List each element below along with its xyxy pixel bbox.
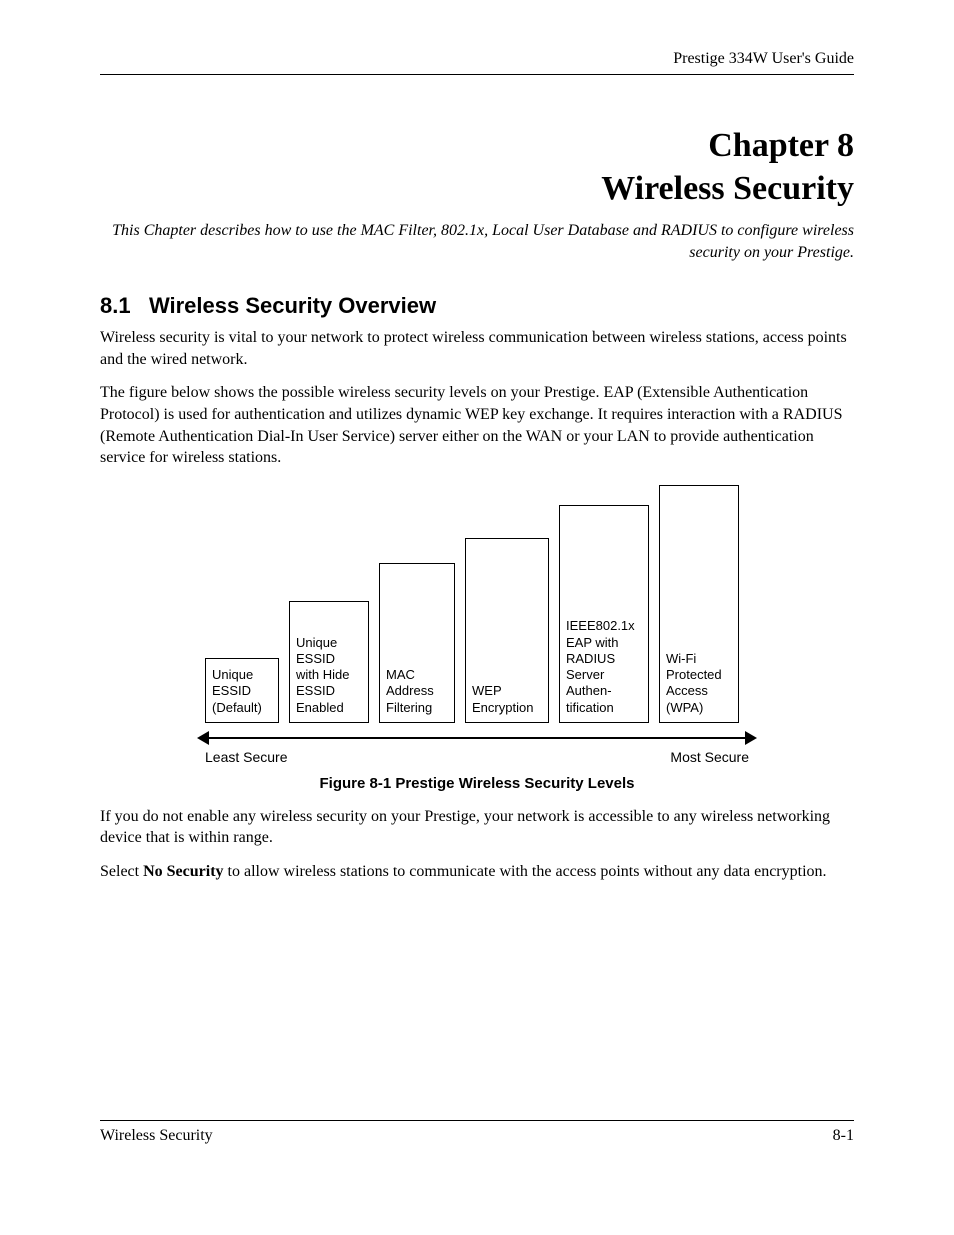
paragraph-3: If you do not enable any wireless securi… — [100, 806, 854, 849]
section-title: Wireless Security Overview — [149, 293, 436, 318]
page-footer: Wireless Security 8-1 — [100, 1120, 854, 1145]
bar-label-line: WEP — [472, 683, 542, 699]
security-bar-0: UniqueESSID(Default) — [205, 658, 279, 723]
figure-caption: Figure 8-1 Prestige Wireless Security Le… — [197, 775, 757, 792]
bar-label-line: MAC — [386, 667, 448, 683]
security-axis-arrow — [197, 731, 757, 745]
section-number: 8.1 — [100, 293, 131, 318]
bar-label-line: Server — [566, 667, 642, 683]
paragraph-1: Wireless security is vital to your netwo… — [100, 327, 854, 370]
bar-label-line: ESSID — [212, 683, 272, 699]
arrow-right-icon — [745, 731, 757, 745]
section-heading: 8.1 Wireless Security Overview — [100, 293, 854, 319]
bar-label-line: Unique — [296, 635, 362, 651]
footer-right: 8-1 — [833, 1127, 854, 1145]
bar-label-line: RADIUS — [566, 651, 642, 667]
bar-label-line: (WPA) — [666, 700, 732, 716]
bar-label-line: with Hide — [296, 667, 362, 683]
bar-label-line: Encryption — [472, 700, 542, 716]
axis-most-secure: Most Secure — [670, 749, 749, 765]
bar-label-line: Access — [666, 683, 732, 699]
security-bar-2: MACAddressFiltering — [379, 563, 455, 723]
bar-label-line: Filtering — [386, 700, 448, 716]
security-bar-3: WEPEncryption — [465, 538, 549, 723]
paragraph-2: The figure below shows the possible wire… — [100, 382, 854, 468]
bar-label-line: Wi-Fi — [666, 651, 732, 667]
bar-label-line: Enabled — [296, 700, 362, 716]
axis-least-secure: Least Secure — [205, 749, 288, 765]
page: Prestige 334W User's Guide Chapter 8 Wir… — [0, 0, 954, 1235]
bar-label-line: Address — [386, 683, 448, 699]
security-bar-1: UniqueESSIDwith HideESSIDEnabled — [289, 601, 369, 723]
p4-pre: Select — [100, 863, 143, 880]
bar-label-line: Authen- — [566, 683, 642, 699]
footer-left: Wireless Security — [100, 1127, 213, 1145]
axis-labels: Least Secure Most Secure — [197, 749, 757, 765]
bar-label-line: ESSID — [296, 683, 362, 699]
bar-label-line: tification — [566, 700, 642, 716]
bar-label-line: Protected — [666, 667, 732, 683]
paragraph-4: Select No Security to allow wireless sta… — [100, 861, 854, 883]
bar-label-line: (Default) — [212, 700, 272, 716]
bar-label-line: IEEE802.1x — [566, 618, 642, 634]
chapter-name-line: Wireless Security — [100, 168, 854, 211]
figure-security-levels: UniqueESSID(Default)UniqueESSIDwith Hide… — [197, 483, 757, 792]
chapter-title: Chapter 8 Wireless Security — [100, 125, 854, 210]
security-bar-4: IEEE802.1xEAP withRADIUSServerAuthen-tif… — [559, 505, 649, 723]
arrow-shaft — [203, 737, 751, 739]
p4-bold-no-security: No Security — [143, 863, 223, 880]
bar-label-line: EAP with — [566, 635, 642, 651]
security-bar-5: Wi-FiProtectedAccess(WPA) — [659, 485, 739, 723]
chapter-intro: This Chapter describes how to use the MA… — [100, 220, 854, 263]
p4-post: to allow wireless stations to communicat… — [224, 863, 827, 880]
bar-label-line: Unique — [212, 667, 272, 683]
bars-row: UniqueESSID(Default)UniqueESSIDwith Hide… — [197, 483, 757, 723]
bar-label-line: ESSID — [296, 651, 362, 667]
guide-title: Prestige 334W User's Guide — [673, 50, 854, 67]
page-header: Prestige 334W User's Guide — [100, 50, 854, 75]
chapter-number-line: Chapter 8 — [100, 125, 854, 168]
